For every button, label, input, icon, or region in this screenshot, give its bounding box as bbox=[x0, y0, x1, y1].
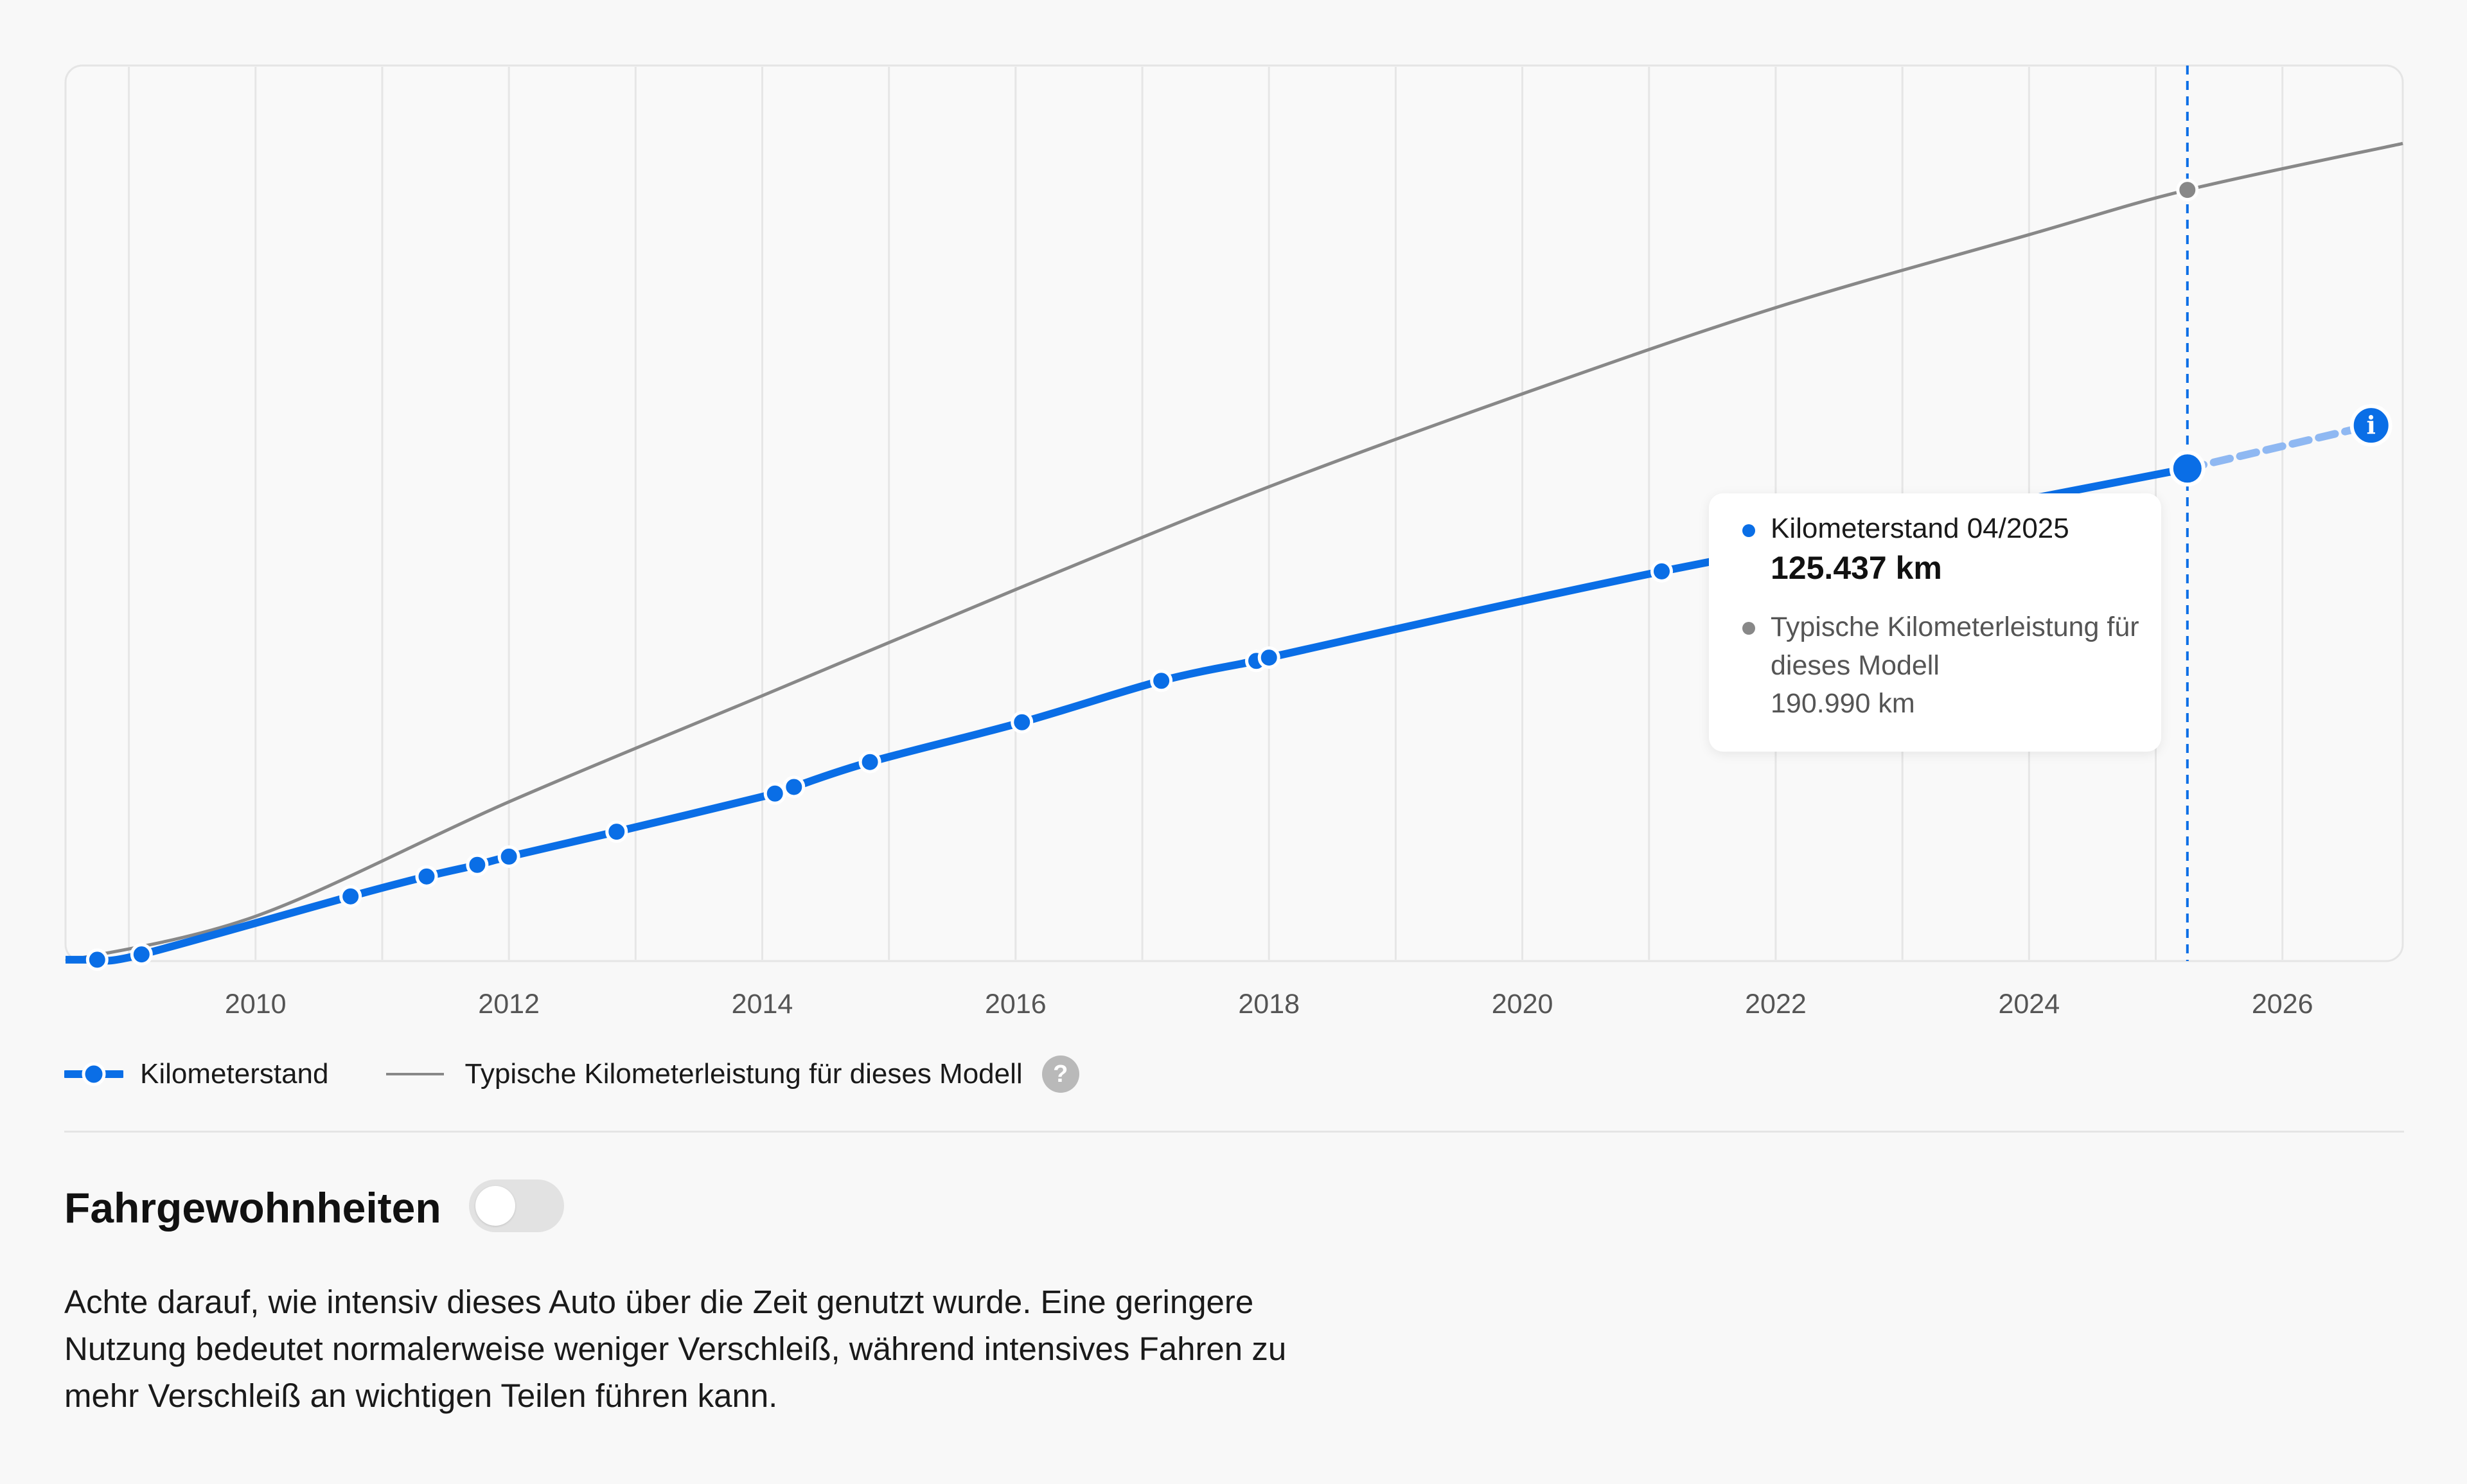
legend-label-typical: Typische Kilometerleistung für dieses Mo… bbox=[464, 1058, 1023, 1090]
mileage-point-highlight[interactable] bbox=[2169, 450, 2206, 487]
info-icon-glyph: i bbox=[2366, 411, 2375, 439]
tooltip-typical: Typische Kilometerleistung für dieses Mo… bbox=[1742, 608, 2139, 722]
info-icon-circle bbox=[2349, 404, 2392, 447]
mileage-point[interactable] bbox=[1150, 669, 1173, 693]
mileage-point[interactable] bbox=[415, 865, 438, 888]
tooltip-mileage-dot bbox=[1742, 524, 1755, 537]
x-tick-label: 2012 bbox=[478, 989, 540, 1020]
legend-swatch-kilometerstand bbox=[64, 1062, 123, 1086]
x-tick-label: 2022 bbox=[1745, 989, 1807, 1020]
legend-swatch-typical bbox=[386, 1073, 445, 1075]
section-title: Fahrgewohnheiten bbox=[64, 1184, 441, 1232]
x-tick-label: 2010 bbox=[225, 989, 287, 1020]
mileage-point[interactable] bbox=[1650, 560, 1673, 583]
marker-layer: i bbox=[85, 179, 2392, 971]
tooltip-value: 125.437 km bbox=[1771, 550, 1942, 586]
section-divider bbox=[64, 1131, 2404, 1133]
mileage-projection-line bbox=[2183, 421, 2375, 473]
tooltip-typical-dot bbox=[1742, 622, 1755, 635]
chart-tooltip: Kilometerstand 04/2025 125.437 km Typisc… bbox=[1709, 493, 2161, 752]
mileage-point[interactable] bbox=[339, 885, 362, 908]
x-axis-ticks: 2010 2012 2014 2016 2018 2020 2022 2024 2026 bbox=[225, 989, 2313, 1020]
mileage-point[interactable] bbox=[763, 782, 786, 805]
legend-label-kilometerstand: Kilometerstand bbox=[140, 1058, 329, 1090]
tooltip-mileage: Kilometerstand 04/2025 125.437 km bbox=[1742, 510, 2135, 588]
section-description: Achte darauf, wie intensiv dieses Auto ü… bbox=[64, 1284, 1287, 1414]
mileage-point[interactable] bbox=[1011, 711, 1034, 734]
toggle-knob bbox=[475, 1186, 515, 1226]
x-tick-label: 2018 bbox=[1238, 989, 1300, 1020]
x-tick-label: 2026 bbox=[2252, 989, 2313, 1020]
x-tick-label: 2016 bbox=[985, 989, 1047, 1020]
mileage-point[interactable] bbox=[858, 750, 881, 773]
tooltip-typical-value: 190.990 km bbox=[1771, 688, 1915, 719]
mileage-point[interactable] bbox=[497, 845, 520, 868]
tooltip-typical-label: Typische Kilometerleistung für dieses Mo… bbox=[1771, 612, 2139, 681]
x-tick-label: 2024 bbox=[1998, 989, 2060, 1020]
mileage-point[interactable] bbox=[130, 943, 153, 966]
question-mark-icon[interactable]: ? bbox=[1041, 1056, 1079, 1093]
mileage-point[interactable] bbox=[783, 775, 806, 799]
typical-mileage-line bbox=[65, 141, 2403, 963]
info-icon[interactable]: i bbox=[2349, 404, 2392, 447]
legend-item-typical[interactable]: Typische Kilometerleistung für dieses Mo… bbox=[328, 1055, 1079, 1093]
chart-legend: Kilometerstand Typische Kilometerleistun… bbox=[64, 1054, 1079, 1095]
mileage-point[interactable] bbox=[1257, 646, 1280, 669]
legend-item-kilometerstand[interactable]: Kilometerstand bbox=[64, 1055, 328, 1093]
mileage-point[interactable] bbox=[605, 820, 628, 844]
tooltip-title: Kilometerstand 04/2025 bbox=[1771, 513, 2069, 544]
typical-point-highlight[interactable] bbox=[2176, 179, 2199, 202]
mileage-point[interactable] bbox=[466, 853, 489, 876]
mileage-point[interactable] bbox=[85, 948, 109, 971]
driving-habits-toggle[interactable] bbox=[469, 1179, 564, 1232]
x-tick-label: 2020 bbox=[1492, 989, 1553, 1020]
x-tick-label: 2014 bbox=[732, 989, 793, 1020]
